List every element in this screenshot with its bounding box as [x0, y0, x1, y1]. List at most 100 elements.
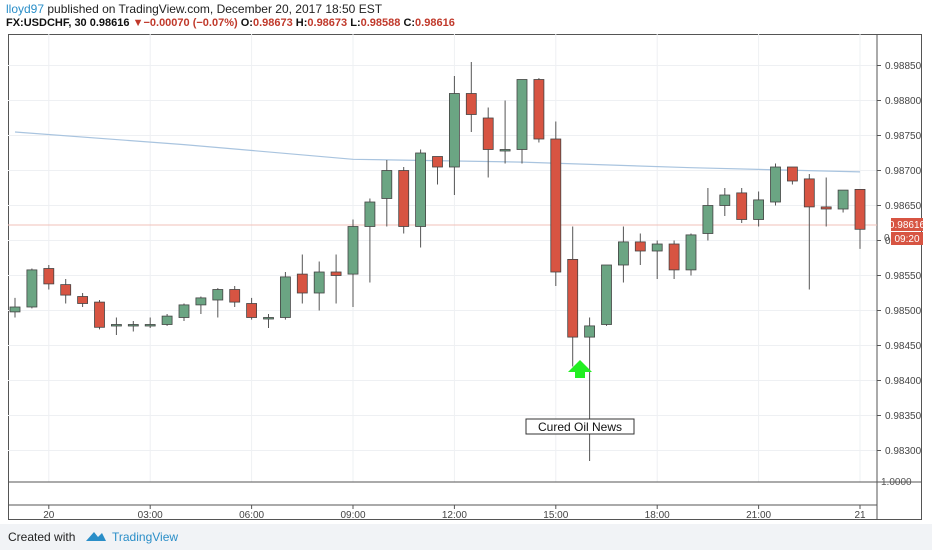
annotation-box[interactable]: Cured Oil News [525, 418, 635, 435]
candle [330, 254, 342, 304]
candle-body [685, 234, 697, 271]
candle-body [770, 166, 781, 203]
candle-body [144, 324, 156, 327]
candle-body [702, 205, 714, 234]
candle-body [77, 296, 88, 304]
axis-lines [8, 34, 922, 520]
candle [499, 100, 511, 164]
candle-body [127, 324, 139, 327]
published-text: published on TradingView.com, December 2… [47, 2, 383, 16]
candle-body [837, 189, 849, 210]
candle [144, 317, 156, 328]
candle-body [279, 276, 291, 318]
last-price-value: 0.98616 [889, 220, 926, 231]
candle [195, 296, 207, 314]
candle [432, 156, 443, 185]
author-link[interactable]: lloyd97 [6, 2, 45, 16]
candle-body [111, 324, 122, 327]
price-tick-label: 0.98750 [885, 131, 922, 142]
price-tick-label: 0.98350 [885, 411, 922, 422]
high-value: 0.98673 [307, 17, 348, 29]
time-tick-label: 15:00 [543, 510, 568, 521]
candle-body [398, 170, 410, 227]
price-tick-label: 0.98500 [885, 306, 922, 317]
candle-body [550, 138, 562, 273]
created-with-text: Created with [8, 530, 76, 544]
candle [651, 240, 663, 279]
candle [398, 167, 410, 234]
candle-body [161, 315, 173, 325]
time-tick-label: 21:00 [746, 510, 771, 521]
candle [567, 226, 579, 367]
candle-body [347, 226, 359, 275]
price-tick-label: 0.98800 [885, 96, 922, 107]
price-axis[interactable]: 0.988500.988000.987500.987000.986500.986… [877, 61, 922, 457]
time-tick-label: 18:00 [645, 510, 670, 521]
symbol-label: FX:USDCHF, 30 [6, 17, 87, 29]
time-axis[interactable]: 20 03:00 06:00 09:00 12:00 15:00 18:00 21:00 21 [43, 505, 866, 521]
candle [279, 272, 291, 320]
price-tick-label: 0.98400 [885, 376, 922, 387]
candle-body [787, 166, 798, 182]
candle-body [195, 297, 207, 306]
candle-body [736, 192, 748, 220]
candle [601, 264, 612, 326]
footer-bar: Created with TradingView [0, 524, 932, 550]
price-tick-label: 0.98700 [885, 166, 922, 177]
candle [26, 268, 38, 309]
candle [178, 303, 190, 321]
candle-body [330, 271, 342, 276]
lower-pane-tick-top: 0 [884, 233, 890, 244]
candle-body [482, 117, 494, 150]
candle-body [567, 258, 579, 338]
candle-body [668, 243, 680, 271]
price-tick-label: 0.98650 [885, 201, 922, 212]
candle-body [533, 79, 545, 140]
candles-layer [9, 62, 866, 461]
change-down-icon: ▼ [132, 17, 144, 29]
candle-body [212, 289, 224, 301]
candle-body [719, 194, 731, 206]
low-label: L: [350, 17, 361, 29]
price-tick-label: 0.98450 [885, 341, 922, 352]
last-price: 0.98616 [89, 17, 130, 29]
close-label: C: [403, 17, 416, 29]
candle-body [634, 241, 646, 252]
candle-body [448, 93, 460, 168]
candle-body [381, 170, 393, 199]
candle-body [296, 273, 308, 294]
chart-frame [8, 34, 922, 520]
time-tick-label: 09:00 [340, 510, 365, 521]
candle [482, 107, 494, 178]
candle [550, 121, 562, 286]
candle [736, 188, 748, 223]
candle [43, 265, 55, 290]
time-tick-label: 06:00 [239, 510, 264, 521]
countdown-time: 09:20 [894, 234, 919, 245]
candle [854, 188, 866, 249]
candle-body [60, 284, 72, 296]
candle [820, 177, 832, 227]
candle [770, 163, 781, 206]
open-value: 0.98673 [252, 17, 293, 29]
candle [60, 279, 72, 304]
chart-grid [8, 34, 877, 482]
candle [9, 297, 21, 318]
tradingview-cloud-icon [84, 529, 108, 548]
candle [787, 166, 798, 185]
candle [161, 314, 173, 326]
candle [381, 160, 393, 227]
candle-body [94, 301, 105, 328]
candle [618, 226, 629, 283]
last-price-label: 0.98616 09:20 [889, 218, 926, 245]
candle [465, 62, 477, 132]
candle-body [820, 206, 832, 210]
candle-body [618, 241, 629, 266]
candle-body [415, 152, 427, 227]
tradingview-link[interactable]: TradingView [112, 530, 179, 544]
candle [313, 261, 325, 311]
candle [229, 286, 241, 307]
candle-body [601, 264, 612, 325]
candle-body [263, 317, 274, 320]
